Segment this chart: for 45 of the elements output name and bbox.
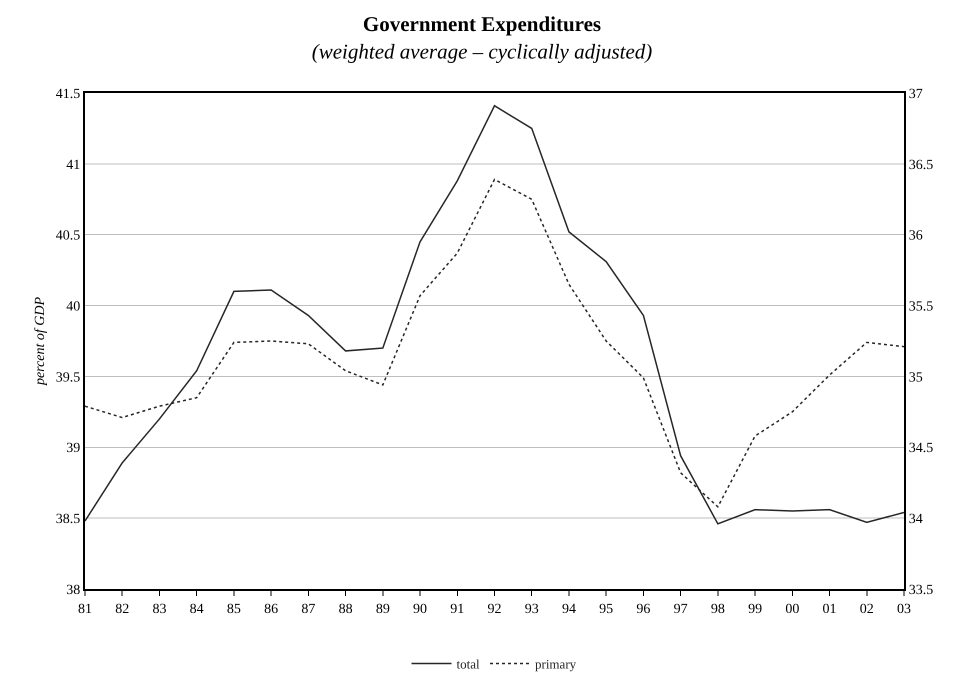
x-tick-label: 01 bbox=[822, 602, 837, 617]
x-tick-label: 82 bbox=[115, 602, 130, 617]
y2-tick-label: 35 bbox=[908, 370, 923, 386]
y2-tick-label: 34 bbox=[908, 512, 923, 528]
x-tick-label: 95 bbox=[599, 602, 614, 617]
x-tick-label: 84 bbox=[190, 602, 204, 617]
y-tick-label: 40 bbox=[66, 299, 80, 314]
x-tick-label: 99 bbox=[748, 602, 762, 617]
y-tick-label: 39 bbox=[66, 441, 80, 456]
x-tick-label: 02 bbox=[860, 602, 874, 617]
chart-title: Government Expenditures bbox=[362, 12, 602, 36]
x-tick-label: 98 bbox=[710, 602, 725, 617]
x-tick-label: 91 bbox=[450, 602, 464, 617]
x-tick-label: 89 bbox=[376, 602, 390, 617]
legend-label: primary bbox=[534, 656, 577, 672]
x-tick-label: 03 bbox=[897, 602, 911, 617]
x-tick-label: 90 bbox=[413, 602, 428, 617]
legend-label: total bbox=[456, 656, 480, 672]
line-series bbox=[85, 105, 904, 525]
y-tick-label: 41.5 bbox=[56, 86, 80, 102]
x-tick-label: 00 bbox=[785, 602, 800, 617]
y2-tick-label: 34.5 bbox=[908, 441, 934, 456]
x-tick-label: 81 bbox=[78, 602, 92, 617]
x-tick-label: 87 bbox=[301, 602, 316, 617]
y-axis-title: percent of GDP bbox=[32, 296, 48, 386]
y-tick-label: 39.5 bbox=[56, 370, 80, 386]
y2-tick-label: 33.5 bbox=[908, 582, 934, 598]
y-tick-label: 40.5 bbox=[56, 228, 80, 244]
y2-tick-label: 35.5 bbox=[908, 299, 934, 314]
x-tick-label: 86 bbox=[264, 602, 278, 617]
x-tick-label: 94 bbox=[562, 602, 576, 617]
y2-tick-label: 36.5 bbox=[908, 158, 934, 173]
y2-tick-label: 36 bbox=[908, 228, 923, 244]
x-tick-label: 88 bbox=[338, 602, 353, 617]
y-tick-label: 41 bbox=[66, 158, 80, 173]
x-tick-label: 97 bbox=[674, 602, 688, 617]
x-tick-label: 85 bbox=[226, 602, 241, 617]
x-tick-label: 93 bbox=[524, 602, 539, 617]
x-tick-label: 83 bbox=[152, 602, 166, 617]
y2-tick-label: 37 bbox=[908, 86, 923, 102]
y-tick-label: 38 bbox=[66, 582, 80, 598]
x-tick-label: 92 bbox=[488, 602, 502, 617]
y-tick-label: 38.5 bbox=[56, 512, 80, 528]
x-tick-label: 96 bbox=[636, 602, 650, 617]
chart-subtitle: (weighted average – cyclically adjusted) bbox=[312, 39, 652, 64]
